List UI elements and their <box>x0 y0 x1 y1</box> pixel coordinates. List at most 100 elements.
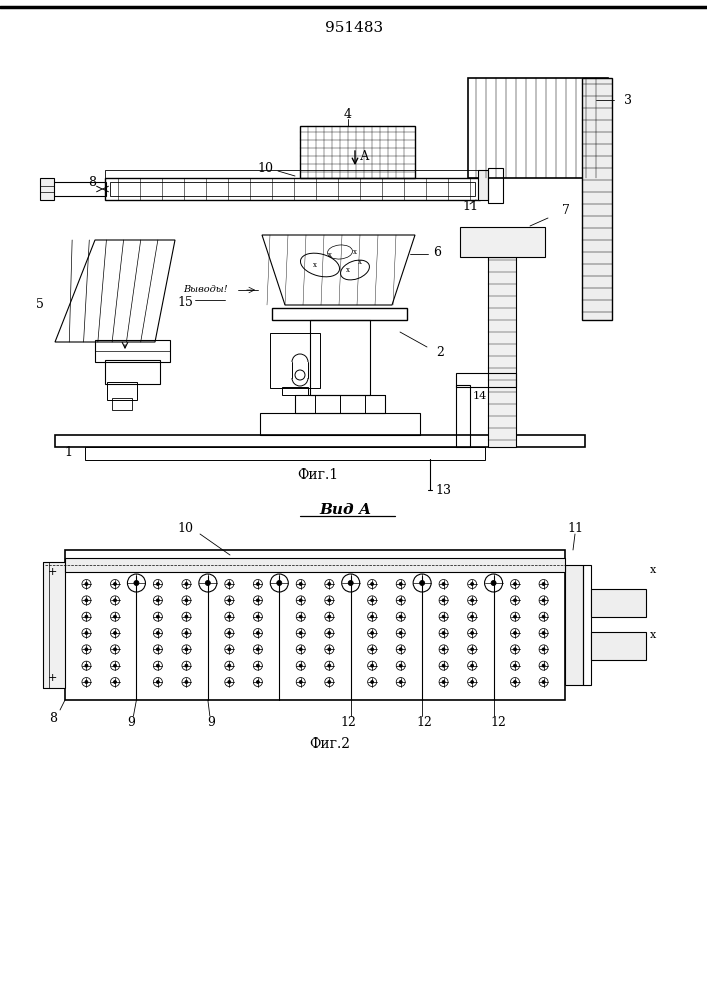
Circle shape <box>370 680 373 684</box>
Circle shape <box>399 680 402 684</box>
Text: 13: 13 <box>435 484 451 496</box>
Circle shape <box>370 664 373 667</box>
Text: Фиг.2: Фиг.2 <box>310 737 351 751</box>
Circle shape <box>205 580 211 585</box>
Text: 951483: 951483 <box>325 21 383 35</box>
Bar <box>300 126 415 178</box>
Circle shape <box>257 582 259 585</box>
Bar <box>282 387 308 395</box>
Bar <box>105 360 160 384</box>
Bar <box>112 398 132 410</box>
Bar <box>107 382 137 400</box>
Text: 10: 10 <box>257 161 273 174</box>
Text: 15: 15 <box>177 296 193 310</box>
Text: x: x <box>650 630 656 640</box>
Circle shape <box>542 632 545 635</box>
Circle shape <box>491 580 496 585</box>
Circle shape <box>442 648 445 651</box>
Circle shape <box>185 582 188 585</box>
Text: 12: 12 <box>341 716 356 728</box>
Circle shape <box>399 582 402 585</box>
Circle shape <box>185 632 188 635</box>
Text: 2: 2 <box>436 346 444 359</box>
Circle shape <box>156 615 159 618</box>
Bar <box>310 320 370 395</box>
Bar <box>110 182 475 196</box>
Bar <box>488 168 503 203</box>
Circle shape <box>299 632 302 635</box>
Circle shape <box>228 680 230 684</box>
Circle shape <box>85 632 88 635</box>
Text: 14: 14 <box>473 391 487 401</box>
Circle shape <box>442 599 445 602</box>
Circle shape <box>471 664 474 667</box>
Circle shape <box>228 632 230 635</box>
Circle shape <box>370 648 373 651</box>
Circle shape <box>185 648 188 651</box>
Circle shape <box>185 615 188 618</box>
Circle shape <box>257 680 259 684</box>
Circle shape <box>471 680 474 684</box>
Circle shape <box>134 580 139 585</box>
Circle shape <box>85 582 88 585</box>
Bar <box>43 562 49 688</box>
Circle shape <box>370 599 373 602</box>
Circle shape <box>442 664 445 667</box>
Circle shape <box>156 599 159 602</box>
Bar <box>55 435 585 447</box>
Circle shape <box>513 680 517 684</box>
Circle shape <box>513 615 517 618</box>
Circle shape <box>257 599 259 602</box>
Circle shape <box>370 615 373 618</box>
Circle shape <box>442 582 445 585</box>
Text: 8: 8 <box>49 712 57 724</box>
Text: 8: 8 <box>88 176 96 190</box>
Circle shape <box>471 648 474 651</box>
Text: 3: 3 <box>624 94 632 106</box>
Circle shape <box>257 648 259 651</box>
Bar <box>95 340 170 362</box>
Circle shape <box>399 648 402 651</box>
Text: 7: 7 <box>562 204 570 217</box>
Circle shape <box>114 680 117 684</box>
Bar <box>272 308 407 320</box>
Text: x: x <box>650 565 656 575</box>
Bar <box>40 186 54 192</box>
Circle shape <box>471 599 474 602</box>
Circle shape <box>399 599 402 602</box>
Bar <box>40 178 54 200</box>
Circle shape <box>299 615 302 618</box>
Circle shape <box>257 632 259 635</box>
Text: +: + <box>47 567 57 577</box>
Bar <box>260 413 420 435</box>
Circle shape <box>299 582 302 585</box>
Circle shape <box>114 615 117 618</box>
Bar <box>582 78 612 320</box>
Bar <box>270 333 320 388</box>
Circle shape <box>228 599 230 602</box>
Circle shape <box>542 615 545 618</box>
Circle shape <box>328 632 331 635</box>
Text: Выводы!: Выводы! <box>182 286 228 294</box>
Text: 10: 10 <box>177 522 193 534</box>
Circle shape <box>156 680 159 684</box>
Bar <box>460 227 545 257</box>
Circle shape <box>85 599 88 602</box>
Bar <box>65 550 565 700</box>
Bar <box>52 182 106 196</box>
Circle shape <box>228 582 230 585</box>
Bar <box>565 565 583 685</box>
Circle shape <box>228 648 230 651</box>
Circle shape <box>513 582 517 585</box>
Circle shape <box>85 615 88 618</box>
Bar <box>295 395 385 413</box>
Text: 9: 9 <box>207 716 215 728</box>
Circle shape <box>328 599 331 602</box>
Bar <box>456 385 470 447</box>
Text: x: x <box>353 248 357 256</box>
Circle shape <box>542 680 545 684</box>
Circle shape <box>156 648 159 651</box>
Circle shape <box>299 599 302 602</box>
Circle shape <box>442 615 445 618</box>
Circle shape <box>442 632 445 635</box>
